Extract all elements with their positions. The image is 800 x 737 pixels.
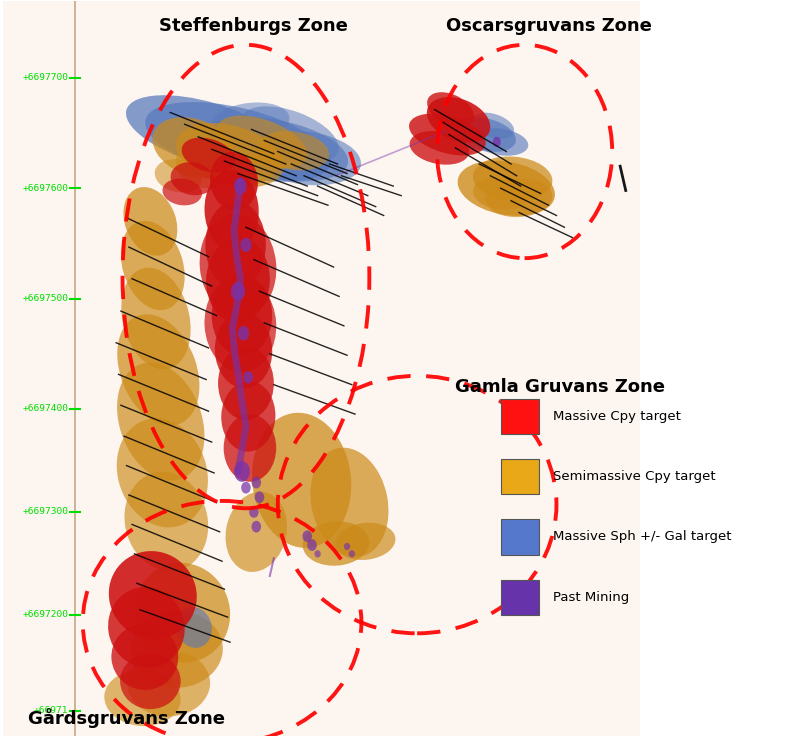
Text: Gamla Gruvans Zone: Gamla Gruvans Zone	[455, 378, 666, 396]
Ellipse shape	[243, 371, 253, 383]
Ellipse shape	[234, 178, 246, 195]
Ellipse shape	[241, 106, 338, 163]
Ellipse shape	[409, 113, 486, 156]
Ellipse shape	[231, 282, 245, 301]
Ellipse shape	[134, 563, 230, 663]
Ellipse shape	[210, 102, 290, 142]
Ellipse shape	[241, 482, 250, 494]
Ellipse shape	[109, 551, 197, 639]
Text: Oscarsgruvans Zone: Oscarsgruvans Zone	[446, 18, 651, 35]
Ellipse shape	[111, 624, 178, 690]
Text: Steffenburgs Zone: Steffenburgs Zone	[159, 18, 348, 35]
Ellipse shape	[224, 414, 276, 482]
Ellipse shape	[108, 587, 185, 668]
Ellipse shape	[335, 523, 395, 560]
Ellipse shape	[222, 381, 275, 452]
Ellipse shape	[249, 506, 258, 518]
Ellipse shape	[493, 137, 501, 147]
Text: +6697400: +6697400	[22, 405, 68, 413]
Ellipse shape	[240, 238, 251, 252]
Ellipse shape	[176, 123, 284, 187]
Ellipse shape	[234, 461, 250, 482]
Ellipse shape	[426, 97, 490, 143]
Ellipse shape	[214, 153, 278, 186]
Ellipse shape	[199, 214, 276, 317]
Ellipse shape	[177, 607, 212, 648]
Text: Semimassive Cpy target: Semimassive Cpy target	[554, 470, 716, 483]
Text: Massive Sph +/- Gal target: Massive Sph +/- Gal target	[554, 531, 732, 543]
Ellipse shape	[349, 551, 355, 558]
Text: Massive Cpy target: Massive Cpy target	[554, 410, 681, 423]
Ellipse shape	[121, 221, 185, 310]
Ellipse shape	[473, 128, 528, 156]
Ellipse shape	[206, 200, 266, 289]
Bar	[501, 520, 539, 555]
Ellipse shape	[126, 95, 286, 171]
Text: +6697600: +6697600	[22, 184, 68, 193]
Ellipse shape	[314, 551, 321, 558]
Bar	[501, 459, 539, 495]
Ellipse shape	[258, 131, 329, 170]
Text: +6697200: +6697200	[22, 610, 68, 619]
Ellipse shape	[473, 156, 552, 201]
Ellipse shape	[344, 543, 350, 551]
Ellipse shape	[122, 268, 190, 369]
Ellipse shape	[217, 116, 307, 168]
Ellipse shape	[251, 521, 261, 533]
Ellipse shape	[117, 419, 208, 528]
Ellipse shape	[130, 611, 223, 688]
Bar	[501, 579, 539, 615]
Ellipse shape	[146, 102, 330, 182]
Ellipse shape	[427, 92, 474, 127]
Ellipse shape	[458, 161, 555, 216]
Ellipse shape	[199, 117, 348, 181]
Ellipse shape	[310, 447, 389, 557]
Text: +6697300: +6697300	[22, 508, 68, 517]
Ellipse shape	[307, 539, 317, 551]
Ellipse shape	[127, 650, 210, 716]
Bar	[501, 399, 539, 434]
Ellipse shape	[471, 113, 514, 139]
Ellipse shape	[486, 178, 553, 217]
Ellipse shape	[205, 170, 258, 251]
Ellipse shape	[218, 346, 274, 420]
Ellipse shape	[238, 326, 249, 340]
Ellipse shape	[251, 477, 261, 489]
Ellipse shape	[170, 162, 214, 195]
Ellipse shape	[104, 670, 181, 726]
Ellipse shape	[250, 131, 361, 185]
Ellipse shape	[254, 492, 264, 503]
Bar	[3, 1, 640, 736]
Text: Past Mining: Past Mining	[554, 591, 630, 604]
Ellipse shape	[123, 187, 178, 256]
Ellipse shape	[175, 144, 229, 188]
Ellipse shape	[118, 314, 199, 426]
Ellipse shape	[153, 117, 236, 178]
Ellipse shape	[215, 312, 272, 388]
Ellipse shape	[302, 531, 312, 542]
Ellipse shape	[252, 413, 351, 548]
Ellipse shape	[302, 521, 370, 566]
Text: +6697500: +6697500	[22, 294, 68, 303]
Ellipse shape	[210, 152, 258, 210]
Ellipse shape	[182, 138, 235, 172]
Text: Gårdsgruvans Zone: Gårdsgruvans Zone	[28, 708, 225, 728]
Ellipse shape	[473, 177, 529, 210]
Ellipse shape	[120, 653, 181, 709]
Ellipse shape	[410, 131, 470, 164]
Ellipse shape	[454, 117, 516, 152]
Ellipse shape	[206, 237, 270, 323]
Ellipse shape	[162, 178, 202, 206]
Ellipse shape	[154, 159, 202, 192]
Ellipse shape	[205, 276, 276, 372]
Text: +6697700: +6697700	[22, 74, 68, 83]
Ellipse shape	[226, 492, 287, 572]
Ellipse shape	[212, 275, 272, 356]
Ellipse shape	[117, 363, 205, 481]
Text: +66971: +66971	[34, 706, 68, 715]
Ellipse shape	[125, 472, 208, 571]
